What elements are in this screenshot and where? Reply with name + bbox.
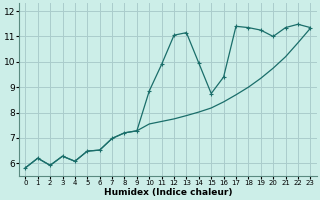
X-axis label: Humidex (Indice chaleur): Humidex (Indice chaleur)	[104, 188, 232, 197]
